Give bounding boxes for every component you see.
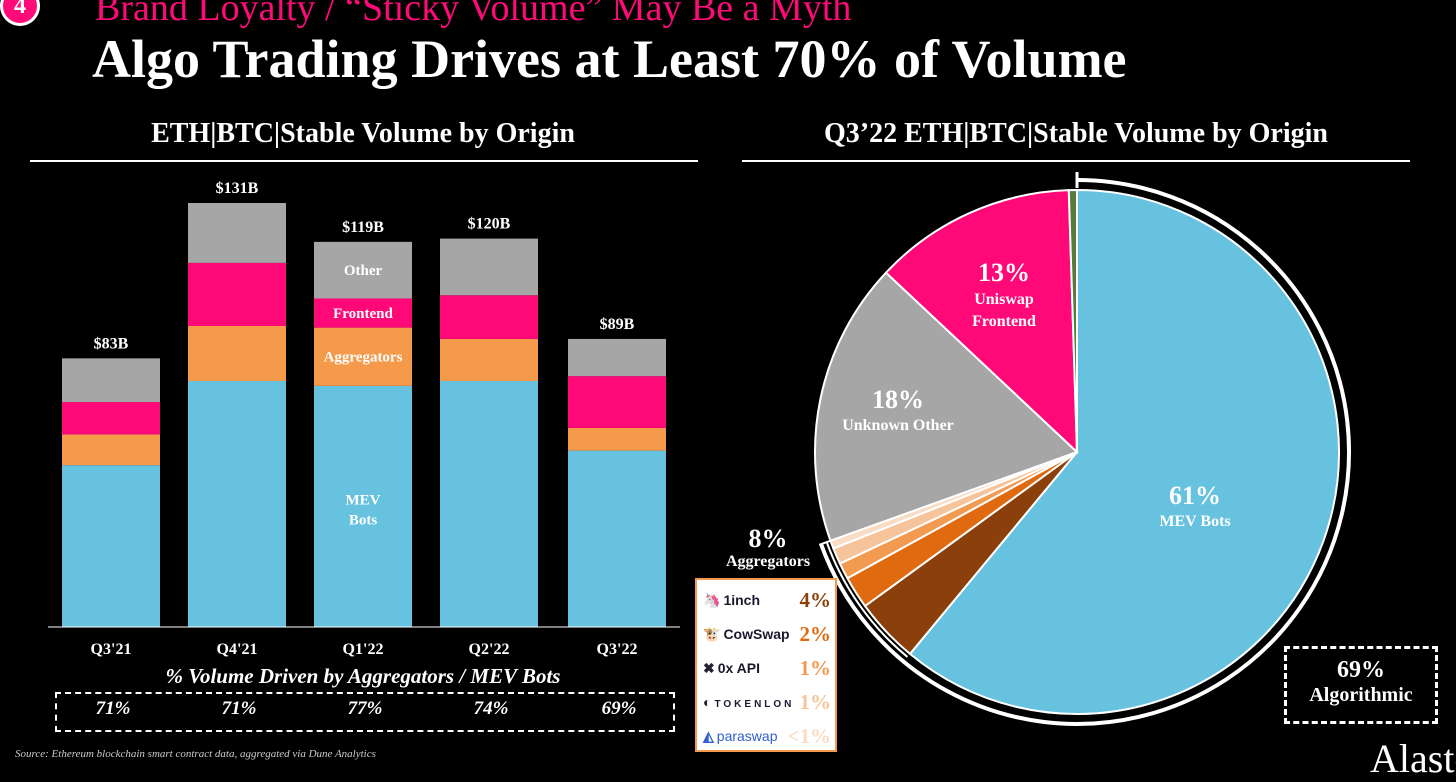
pct-value: 74% (473, 698, 509, 719)
slice-name-label: Unknown Other (842, 417, 954, 434)
bar-segment-aggregators (314, 327, 412, 386)
page-title: Algo Trading Drives at Least 70% of Volu… (92, 29, 1127, 89)
aggregator-name: 🦄 1inch (703, 592, 761, 608)
kicker-title: Brand Loyalty / “Sticky Volume” May Be a… (95, 0, 852, 29)
x-tick-label: Q3'22 (597, 641, 638, 658)
slice-name-label: Uniswap Frontend (972, 291, 1036, 330)
bar-chart-title: ETH|BTC|Stable Volume by Origin (151, 118, 575, 149)
bar-segment-other (62, 358, 160, 403)
bar-segment-mev-bots (62, 465, 160, 627)
slice-pct-label: 13% (978, 258, 1030, 287)
pct-value: 69% (601, 698, 637, 719)
aggregator-share: <1% (787, 724, 831, 748)
slice-pct-label: 18% (872, 385, 924, 414)
bar-segment-aggregators (440, 338, 538, 382)
aggregator-share: 2% (799, 622, 832, 646)
aggregator-name: ◭ paraswap (703, 728, 778, 744)
aggregator-name: ◐ TOKENLON (703, 694, 795, 710)
divider (30, 160, 698, 162)
aggregator-row: ✖ 0x API 1% (703, 654, 831, 684)
0x-icon: ✖ (703, 660, 715, 676)
section-number-badge: 4 (0, 0, 40, 26)
bar-segment-frontend (62, 402, 160, 435)
tokenlon-icon: ◐ (703, 694, 712, 710)
divider (742, 160, 1410, 162)
bracket-tick (818, 539, 833, 546)
aggregator-row: 🐮 CowSwap 2% (703, 620, 831, 650)
segment-label-line: Bots (349, 512, 378, 528)
aggregator-name: ✖ 0x API (703, 660, 761, 676)
segment-label: Other (344, 263, 383, 279)
bar-segment-mev-bots (440, 381, 538, 627)
pie-slice-unknown-other (814, 271, 1079, 543)
stacked-bar-chart: $83B Q3'21 $131B Q4'21 MEV Bots Aggregators Fro… (48, 180, 680, 658)
bar-segment-aggregators (188, 325, 286, 382)
pie-slice-other (1067, 188, 1078, 453)
bar-segment-frontend (440, 295, 538, 339)
aggregator-share: 1% (799, 690, 832, 714)
aggregator-row: ◭ paraswap <1% (703, 722, 831, 752)
unicorn-icon: 🦄 (703, 592, 721, 608)
paraswap-icon: ◭ (703, 728, 714, 744)
aggregators-pct-label: 8% (749, 524, 788, 553)
algorithmic-box: 69% Algorithmic (1284, 646, 1438, 724)
bar-total-label: $119B (342, 219, 384, 236)
bar-segment-other (314, 241, 412, 299)
segment-label: Frontend (333, 306, 393, 322)
pct-value: 77% (347, 698, 383, 719)
algo-label: Algorithmic (1309, 684, 1413, 706)
aggregator-share: 4% (799, 588, 832, 612)
pct-volume-box: 71% 71% 77% 74% 69% (55, 692, 675, 732)
bar-segment-mev-bots (314, 385, 412, 627)
source-note: Source: Ethereum blockchain smart contra… (15, 748, 376, 760)
pie-slice-mev-bots (908, 188, 1340, 715)
bar-total-label: $120B (468, 216, 511, 233)
pie-chart-title: Q3’22 ETH|BTC|Stable Volume by Origin (824, 118, 1328, 149)
pct-volume-label: % Volume Driven by Aggregators / MEV Bot… (165, 664, 561, 688)
bar-total-label: $131B (216, 180, 259, 197)
pie-slice-uniswap-frontend (884, 189, 1079, 455)
bar-segment-aggregators (568, 427, 666, 451)
aggregators-bracket (825, 541, 909, 658)
bar-segment-mev-bots (568, 450, 666, 627)
x-tick-label: Q1'22 (343, 641, 384, 658)
segment-label-line: MEV (346, 492, 381, 508)
bar-segment-frontend (568, 376, 666, 428)
pct-value: 71% (221, 698, 257, 719)
aggregator-share: 1% (799, 656, 832, 680)
bar-segment-mev-bots (188, 381, 286, 627)
logo: Alastor (1370, 736, 1456, 781)
cow-icon: 🐮 (703, 626, 721, 642)
bar-segment-aggregators (62, 434, 160, 466)
x-tick-label: Q4'21 (217, 641, 258, 658)
algorithmic-bracket (819, 178, 1351, 726)
aggregator-row: ◐ TOKENLON 1% (703, 688, 831, 718)
segment-label: MEV Bots (346, 492, 381, 528)
bar-segment-frontend (314, 298, 412, 328)
aggregators-label: Aggregators (726, 553, 810, 570)
aggregator-row: 🦄 1inch 4% (703, 586, 831, 616)
pct-value: 71% (95, 698, 131, 719)
slice-name-label: MEV Bots (1159, 513, 1230, 530)
pie-chart: 61% MEV Bots 18% Unknown Other 13% Uniswap Fro… (726, 172, 1351, 726)
slice-name-line: Uniswap (974, 291, 1034, 308)
algo-pct: 69% (1337, 657, 1385, 683)
bar-total-label: $89B (600, 316, 635, 333)
x-tick-label: Q3'21 (91, 641, 132, 658)
slice-name-line: Frontend (972, 313, 1036, 330)
bar-segment-frontend (188, 262, 286, 326)
x-tick-label: Q2'22 (469, 641, 510, 658)
segment-label: Aggregators (324, 350, 403, 366)
bar-total-label: $83B (94, 335, 129, 352)
bar-segment-other (568, 338, 666, 377)
aggregator-breakdown-box: 🦄 1inch 4% 🐮 CowSwap 2% ✖ 0x API 1% ◐ TOKENLON 1% ◭ p… (695, 578, 837, 752)
bar-segment-other (188, 203, 286, 263)
aggregator-name: 🐮 CowSwap (703, 626, 790, 642)
bar-segment-other (440, 238, 538, 296)
slice-pct-label: 61% (1169, 481, 1221, 510)
